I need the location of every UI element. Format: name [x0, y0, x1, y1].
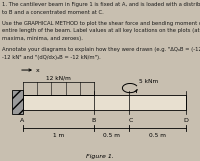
Text: Use the GRAPHICAL METHOD to plot the shear force and bending moment diagrams for: Use the GRAPHICAL METHOD to plot the she… — [2, 21, 200, 26]
Bar — [23, 95, 186, 110]
Text: 0.5 m: 0.5 m — [103, 133, 120, 137]
Text: x: x — [36, 67, 40, 73]
Text: -12 kN" and "(dQ/dx)ₐB = -12 kN/m").: -12 kN" and "(dQ/dx)ₐB = -12 kN/m"). — [2, 55, 101, 60]
Text: Annotate your diagrams to explain how they were drawn (e.g. "ΔQₐB = (-12 kN/m)(1: Annotate your diagrams to explain how th… — [2, 47, 200, 52]
Text: to B and a concentrated moment at C.: to B and a concentrated moment at C. — [2, 10, 104, 15]
Text: B: B — [92, 118, 96, 123]
Text: A: A — [20, 118, 24, 123]
Text: C: C — [129, 118, 133, 123]
Text: 5 kNm: 5 kNm — [139, 79, 158, 84]
Text: entire length of the beam. Label values at all key locations on the plots (at ch: entire length of the beam. Label values … — [2, 28, 200, 33]
Text: 1. The cantilever beam in Figure 1 is fixed at A, and is loaded with a distribut: 1. The cantilever beam in Figure 1 is fi… — [2, 2, 200, 7]
Text: Figure 1.: Figure 1. — [86, 154, 114, 159]
Text: 1 m: 1 m — [53, 133, 64, 137]
Text: 12 kN/m: 12 kN/m — [46, 76, 71, 80]
Text: maxima, minima, and zeroes).: maxima, minima, and zeroes). — [2, 36, 83, 41]
Text: D: D — [184, 118, 188, 123]
Text: 0.5 m: 0.5 m — [149, 133, 166, 137]
Bar — [12, 90, 23, 114]
